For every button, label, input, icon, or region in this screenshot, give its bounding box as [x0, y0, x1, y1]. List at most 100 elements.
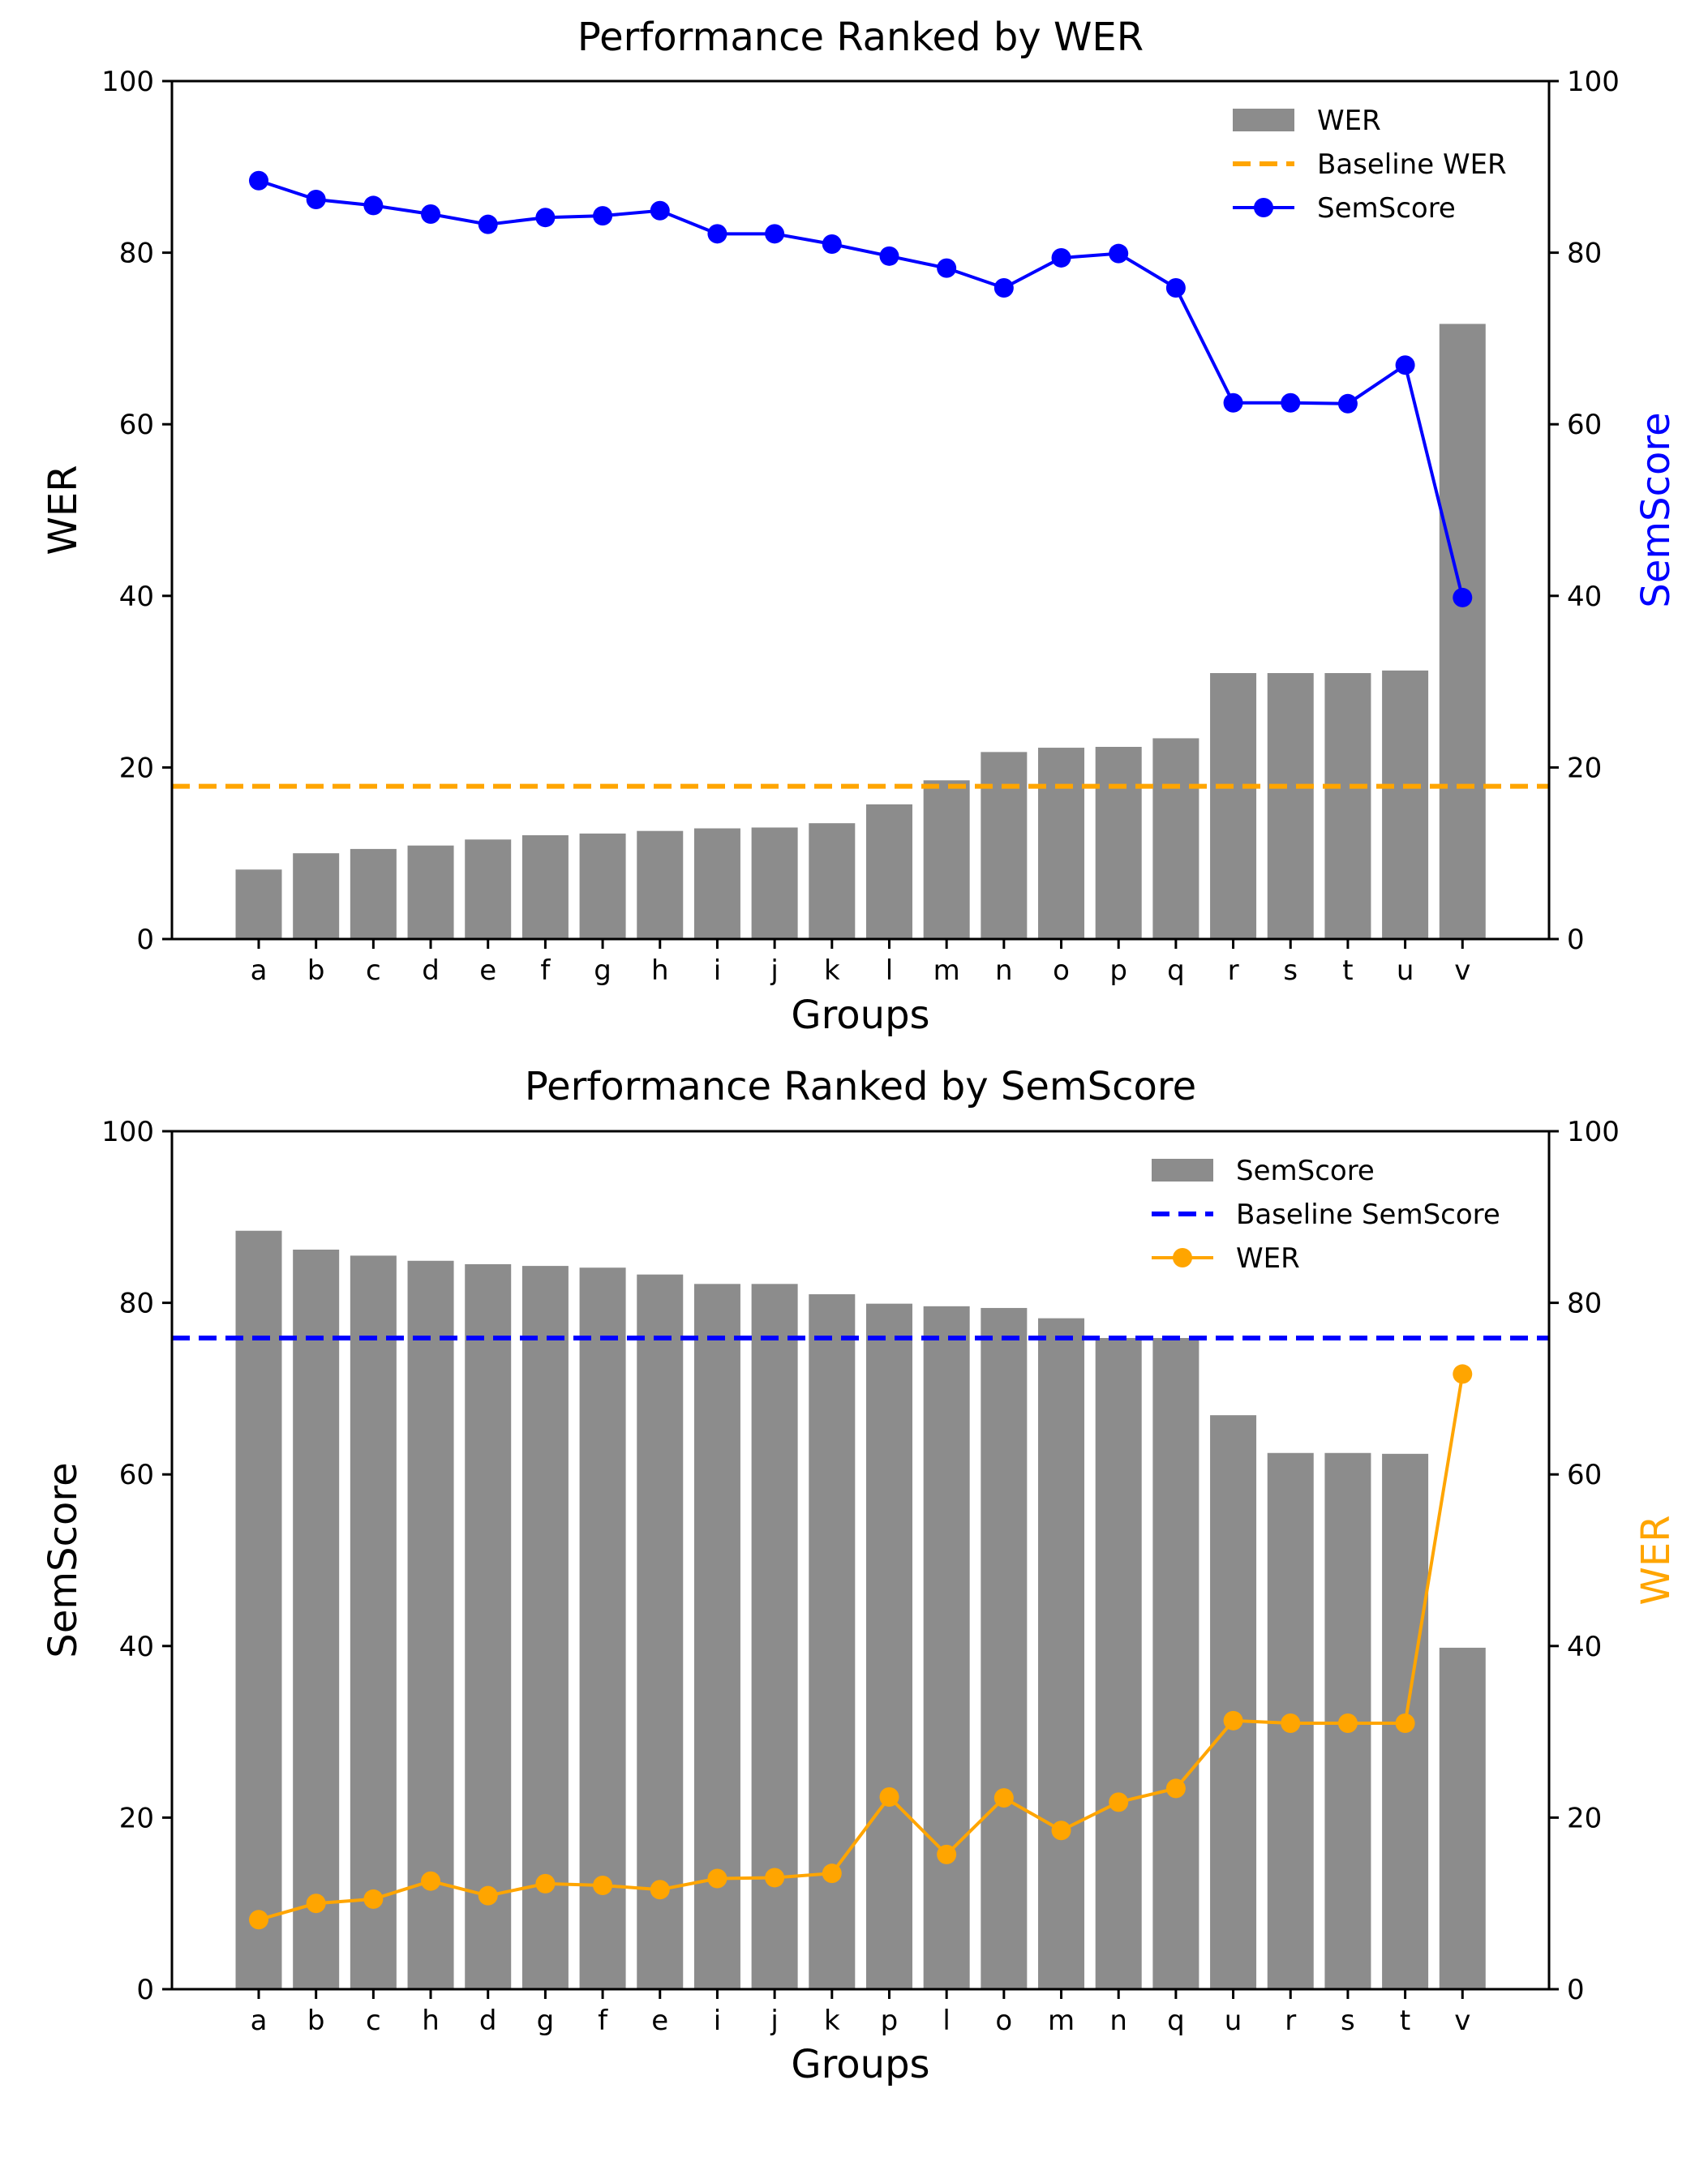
xtick-label-p: p: [881, 2005, 899, 2037]
series-point-m: [937, 258, 957, 278]
xtick-label-l: l: [886, 954, 893, 987]
series-point-d: [478, 1885, 498, 1906]
ytick-label-left: 60: [119, 409, 154, 441]
series-point-r: [1223, 392, 1243, 413]
xtick-label-k: k: [824, 2005, 840, 2037]
series-point-j: [765, 224, 785, 244]
xtick-label-h: h: [422, 2005, 440, 2037]
bar-o: [981, 1307, 1028, 1989]
xtick-label-c: c: [366, 954, 381, 987]
xtick-label-o: o: [1053, 954, 1070, 987]
ytick-label-right: 60: [1567, 1459, 1602, 1491]
xtick-label-o: o: [995, 2005, 1012, 2037]
xtick-label-j: j: [770, 2005, 778, 2037]
series-point-j: [765, 1868, 785, 1888]
xtick-label-s: s: [1283, 954, 1298, 987]
series-point-u: [1223, 1710, 1243, 1731]
bar-d: [465, 1263, 512, 1989]
series-point-h: [421, 1871, 441, 1891]
xtick-label-t: t: [1342, 954, 1353, 987]
bar-u: [1210, 1415, 1257, 1989]
series-point-p: [879, 1787, 899, 1808]
xtick-label-u: u: [1397, 954, 1414, 987]
series-point-h: [650, 200, 670, 221]
bar-e: [637, 1274, 684, 1989]
bar-f: [579, 1267, 626, 1989]
legend: WER Baseline WER SemScore: [1233, 105, 1507, 225]
series-point-a: [249, 1910, 268, 1930]
series-point-c: [363, 195, 384, 216]
xtick-label-f: f: [598, 2005, 608, 2037]
ytick-label-right: 20: [1567, 1802, 1602, 1834]
bar-q: [1152, 1337, 1199, 1989]
bar-u: [1382, 670, 1429, 939]
bar-j: [751, 827, 798, 939]
bar-v: [1439, 1647, 1486, 1989]
series-point-p: [1109, 243, 1129, 264]
series-point-o: [1051, 247, 1071, 268]
series-point-e: [650, 1880, 670, 1900]
legend-swatch-bar: [1233, 109, 1294, 131]
xtick-label-m: m: [1048, 2005, 1075, 2037]
ytick-label-left: 100: [101, 66, 154, 98]
bar-h: [407, 1260, 454, 1989]
bar-f: [521, 834, 569, 939]
bar-o: [1038, 748, 1085, 939]
series-point-g: [593, 206, 613, 226]
chart-title: Performance Ranked by WER: [577, 15, 1144, 60]
xtick-label-b: b: [307, 2005, 325, 2037]
ytick-label-left: 100: [101, 1116, 154, 1148]
xtick-label-a: a: [251, 954, 268, 987]
series-point-q: [1165, 277, 1186, 298]
bar-l: [923, 1306, 970, 1989]
bar-t: [1324, 673, 1371, 939]
bar-g: [579, 833, 626, 939]
bar-r: [1210, 673, 1257, 939]
series-point-k: [822, 234, 842, 255]
xtick-label-r: r: [1228, 954, 1239, 987]
bar-s: [1267, 673, 1314, 939]
series-point-m: [1051, 1821, 1071, 1841]
ytick-label-right: 100: [1567, 66, 1620, 98]
chart-panel-1: 0 0 20 20 40 40 60 60 80 80 100 100 a b c d e f g h i j k l m n o p…: [41, 15, 1679, 1038]
bar-b: [293, 853, 340, 939]
xtick-label-i: i: [714, 2005, 721, 2037]
bar-a: [235, 869, 282, 939]
series-point-r: [1281, 1713, 1301, 1734]
bar-n: [981, 752, 1028, 939]
bar-h: [637, 830, 684, 939]
xtick-label-a: a: [251, 2005, 268, 2037]
bar-p: [865, 1303, 912, 1989]
series-point-k: [822, 1863, 842, 1884]
xtick-label-d: d: [422, 954, 440, 987]
series-point-e: [478, 214, 498, 234]
xtick-label-d: d: [479, 2005, 497, 2037]
series-line: [258, 1374, 1465, 1922]
series-point-f: [593, 1875, 613, 1895]
legend-label-bar: SemScore: [1236, 1155, 1375, 1187]
bar-m: [923, 780, 970, 939]
ytick-label-left: 80: [119, 238, 154, 270]
chart-panel-2: 0 0 20 20 40 40 60 60 80 80 100 100 a b c h d g f e i j k p l o m n…: [41, 1064, 1679, 2087]
xtick-label-i: i: [714, 954, 721, 987]
xtick-label-v: v: [1454, 2005, 1470, 2037]
series-point-n: [1109, 1792, 1129, 1812]
xtick-label-b: b: [307, 954, 325, 987]
series-point-n: [993, 277, 1014, 298]
xtick-label-h: h: [651, 954, 669, 987]
xtick-label-v: v: [1454, 954, 1470, 987]
series-point-b: [306, 1894, 326, 1914]
ytick-label-right: 20: [1567, 752, 1602, 784]
series-point-l: [937, 1844, 957, 1864]
legend-label-line: WER: [1236, 1242, 1300, 1275]
xtick-label-q: q: [1167, 2005, 1185, 2037]
xtick-label-t: t: [1400, 2005, 1410, 2037]
x-axis-label: Groups: [791, 993, 929, 1038]
ytick-label-left: 20: [119, 752, 154, 784]
ytick-label-left: 0: [136, 1974, 154, 2006]
legend-label-baseline: Baseline SemScore: [1236, 1199, 1500, 1231]
xtick-label-l: l: [942, 2005, 950, 2037]
series-line: [258, 178, 1465, 598]
series-point-i: [707, 224, 727, 244]
series-point-g: [535, 1873, 556, 1894]
